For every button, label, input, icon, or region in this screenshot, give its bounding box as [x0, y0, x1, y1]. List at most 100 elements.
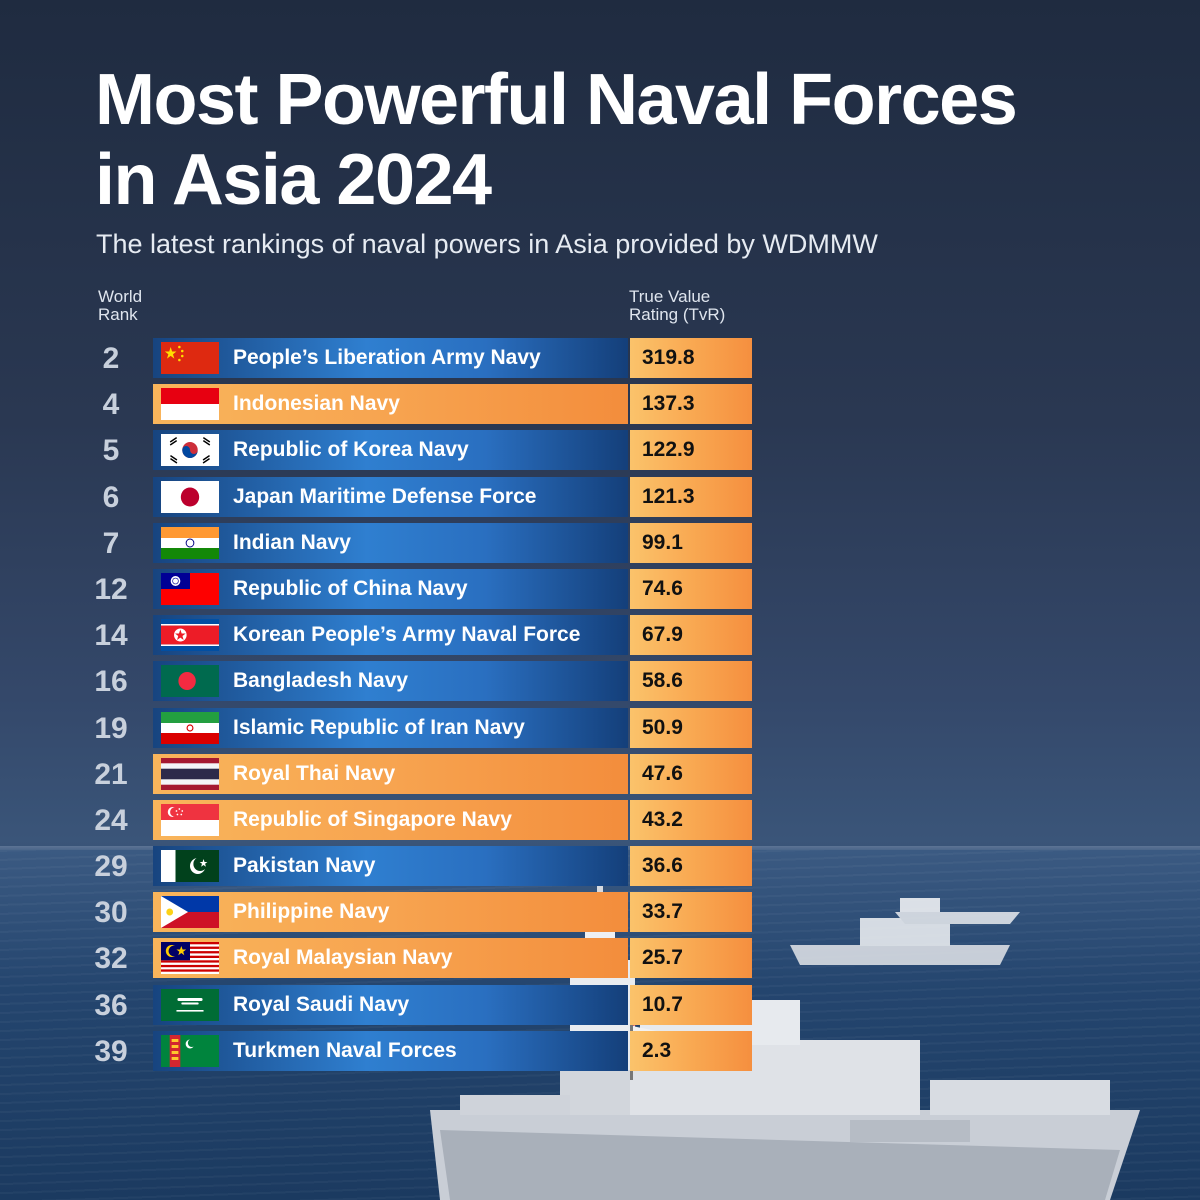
tvr-header-line1: True Value: [629, 287, 711, 306]
tvr-value: 121.3: [630, 476, 752, 517]
navy-name-cell: Bangladesh Navy: [153, 661, 628, 702]
navy-name-cell: Republic of Singapore Navy: [153, 799, 628, 840]
ranking-table: 2 People’s Liberation Army Navy 319.8 4 Indo…: [85, 338, 755, 1077]
table-row: 24 Republic of Singapore Navy 43.2: [85, 799, 755, 840]
tvr-column-header: True Value Rating (TvR): [629, 288, 725, 324]
indonesia-flag: [161, 388, 219, 421]
world-rank: 36: [94, 988, 128, 1022]
world-rank: 21: [94, 757, 128, 791]
navy-name: Republic of Singapore Navy: [233, 807, 512, 831]
singapore-flag: [161, 803, 219, 836]
world-rank: 30: [94, 896, 128, 930]
table-row: 7 Indian Navy 99.1: [85, 522, 755, 563]
table-row: 16 Bangladesh Navy 58.6: [85, 661, 755, 702]
rank-header-line2: Rank: [98, 305, 138, 324]
tvr-value: 122.9: [630, 430, 752, 471]
pakistan-flag: [161, 850, 219, 883]
north-korea-flag: [161, 619, 219, 652]
world-rank: 2: [102, 342, 120, 375]
navy-name: Japan Maritime Defense Force: [233, 484, 537, 508]
tvr-value: 33.7: [630, 892, 752, 933]
navy-name: Indonesian Navy: [233, 392, 400, 416]
world-rank: 7: [102, 526, 120, 560]
table-row: 4 Indonesian Navy 137.3: [85, 384, 755, 425]
world-rank: 39: [94, 1034, 128, 1068]
world-rank: 5: [102, 434, 120, 468]
navy-name: People’s Liberation Army Navy: [233, 346, 541, 369]
navy-name-cell: Japan Maritime Defense Force: [153, 476, 628, 517]
turkmenistan-flag: [161, 1034, 219, 1067]
philippines-flag: [161, 896, 219, 929]
world-rank: 6: [102, 480, 120, 514]
navy-name: Indian Navy: [233, 530, 351, 554]
world-rank: 16: [94, 665, 128, 699]
distant-ship: [790, 898, 1020, 965]
world-rank: 24: [94, 803, 128, 837]
world-rank: 32: [94, 942, 128, 976]
navy-name: Royal Malaysian Navy: [233, 946, 453, 970]
south-korea-flag: [161, 434, 219, 467]
saudi-arabia-flag: [161, 988, 219, 1021]
tvr-value: 137.3: [630, 384, 752, 425]
tvr-value: 74.6: [630, 568, 752, 609]
navy-name-cell: Royal Malaysian Navy: [153, 938, 628, 979]
bangladesh-flag: [161, 665, 219, 698]
india-flag: [161, 526, 219, 559]
tvr-value: 50.9: [630, 707, 752, 748]
navy-name: Republic of China Navy: [233, 576, 468, 600]
iran-flag: [161, 711, 219, 744]
table-row: 5 Republic of Korea Navy 122.9: [85, 430, 755, 471]
table-row: 19 Islamic Republic of Iran Navy 50.9: [85, 707, 755, 748]
tvr-value: 99.1: [630, 522, 752, 563]
navy-name: Bangladesh Navy: [233, 669, 409, 693]
table-row: 21 Royal Thai Navy 47.6: [85, 753, 755, 794]
navy-name-cell: Indian Navy: [153, 522, 628, 563]
table-row: 39 Turkmen Naval Forces 2.3: [85, 1030, 755, 1071]
tvr-value: 36.6: [630, 846, 752, 887]
rank-column-header: World Rank: [98, 288, 142, 324]
navy-name-cell: Islamic Republic of Iran Navy: [153, 707, 628, 748]
tvr-value: 319.8: [630, 338, 752, 378]
world-rank: 12: [94, 572, 128, 606]
table-row: 30 Philippine Navy 33.7: [85, 892, 755, 933]
table-row: 2 People’s Liberation Army Navy 319.8: [85, 338, 755, 378]
navy-name-cell: Pakistan Navy: [153, 846, 628, 887]
world-rank: 14: [94, 619, 128, 653]
tvr-value: 25.7: [630, 938, 752, 979]
navy-name-cell: Royal Thai Navy: [153, 753, 628, 794]
japan-flag: [161, 480, 219, 513]
navy-name: Turkmen Naval Forces: [233, 1038, 457, 1062]
navy-name: Royal Saudi Navy: [233, 992, 410, 1016]
navy-name: Korean People’s Army Naval Force: [233, 623, 581, 647]
navy-name: Royal Thai Navy: [233, 761, 396, 785]
navy-name-cell: Republic of Korea Navy: [153, 430, 628, 471]
taiwan-flag: [161, 572, 219, 605]
tvr-header-line2: Rating (TvR): [629, 305, 726, 324]
page-subtitle: The latest rankings of naval powers in A…: [96, 229, 878, 259]
navy-name-cell: Turkmen Naval Forces: [153, 1030, 628, 1071]
world-rank: 29: [94, 850, 128, 884]
thailand-flag: [161, 757, 219, 790]
page-title: Most Powerful Naval Forces in Asia 2024: [95, 60, 1018, 220]
navy-name-cell: Philippine Navy: [153, 892, 628, 933]
table-row: 12 Republic of China Navy 74.6: [85, 568, 755, 609]
tvr-value: 58.6: [630, 661, 752, 702]
navy-name-cell: Korean People’s Army Naval Force: [153, 615, 628, 656]
rank-header-line1: World: [98, 287, 143, 306]
world-rank: 19: [94, 711, 128, 745]
tvr-value: 10.7: [630, 984, 752, 1025]
navy-name: Pakistan Navy: [233, 854, 376, 878]
navy-name-cell: Indonesian Navy: [153, 384, 628, 425]
tvr-value: 2.3: [630, 1030, 752, 1071]
navy-name-cell: Royal Saudi Navy: [153, 984, 628, 1025]
table-row: 36 Royal Saudi Navy 10.7: [85, 984, 755, 1025]
table-row: 29 Pakistan Navy 36.6: [85, 846, 755, 887]
tvr-value: 67.9: [630, 615, 752, 656]
navy-name: Philippine Navy: [233, 900, 390, 924]
malaysia-flag: [161, 942, 219, 975]
navy-name-cell: Republic of China Navy: [153, 568, 628, 609]
table-row: 14 Korean People’s Army Naval Force 67.9: [85, 615, 755, 656]
china-flag: [161, 342, 219, 374]
table-row: 32 Royal Malaysian Navy 25.7: [85, 938, 755, 979]
tvr-value: 47.6: [630, 753, 752, 794]
